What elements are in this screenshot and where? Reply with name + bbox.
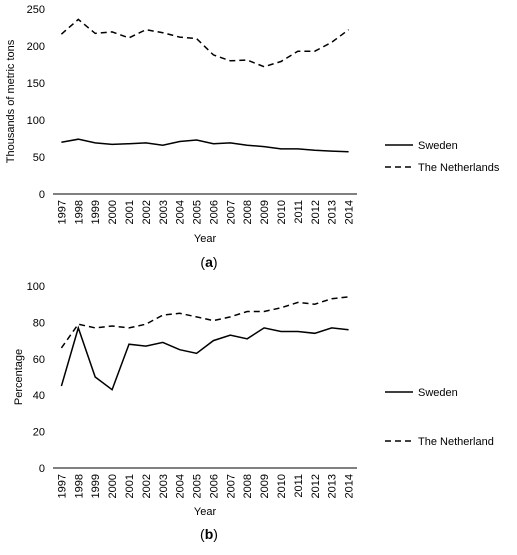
x-tick-label: 2005 [192, 200, 204, 224]
x-tick-label: 1998 [73, 474, 85, 498]
x-tick-label: 2006 [208, 474, 220, 498]
y-tick-label: 150 [27, 78, 45, 90]
legend-label: The Netherland [418, 436, 494, 448]
x-tick-label: 2011 [293, 474, 305, 498]
data-point [246, 59, 248, 61]
x-tick-label: 2003 [158, 200, 170, 224]
x-tick-label: 2003 [158, 474, 170, 498]
y-tick-label: 40 [33, 390, 45, 402]
data-point [145, 323, 147, 325]
x-tick-label: 2007 [225, 474, 237, 498]
x-tick-label: 2013 [327, 474, 339, 498]
series-line-sweden [61, 138, 349, 153]
x-tick-label: 2005 [192, 474, 204, 498]
x-tick-label: 2006 [208, 200, 220, 224]
legend-label: Sweden [418, 140, 458, 152]
legend-label: Sweden [418, 387, 458, 399]
y-tick-label: 250 [27, 4, 45, 16]
y-tick-label: 100 [27, 115, 45, 127]
y-axis-label: Percentage [13, 349, 25, 405]
y-tick-label: 20 [33, 427, 45, 439]
x-tick-label: 2013 [327, 200, 339, 224]
x-tick-label: 2009 [259, 474, 271, 498]
x-tick-label: 1997 [56, 474, 68, 498]
x-tick-label: 2009 [259, 200, 271, 224]
series-line-netherlands [60, 296, 349, 349]
x-tick-label: 2008 [242, 474, 254, 498]
x-tick-label: 2000 [107, 200, 119, 224]
panel-caption: (b) [200, 526, 218, 542]
x-tick-label: 2007 [225, 200, 237, 224]
x-tick-label: 2012 [310, 474, 322, 498]
x-tick-label: 2002 [141, 200, 153, 224]
series-line-netherlands [60, 18, 350, 68]
x-tick-label: 2004 [175, 474, 187, 498]
x-tick-label: 1999 [90, 200, 102, 224]
x-tick-label: 2004 [175, 200, 187, 224]
panel-caption: (a) [200, 254, 217, 270]
x-tick-label: 1997 [56, 200, 68, 224]
x-tick-label: 2012 [310, 200, 322, 224]
x-tick-label: 2008 [242, 200, 254, 224]
x-tick-label: 2010 [276, 474, 288, 498]
x-tick-label: 2000 [107, 474, 119, 498]
data-point [280, 307, 282, 309]
x-tick-label: 2014 [344, 474, 356, 498]
y-tick-label: 80 [33, 317, 45, 329]
y-tick-label: 60 [33, 354, 45, 366]
x-tick-label: 2011 [293, 200, 305, 224]
series-line-sweden [60, 325, 349, 391]
y-tick-label: 50 [33, 152, 45, 164]
x-tick-label: 2014 [344, 200, 356, 224]
data-point [347, 296, 349, 298]
y-tick-label: 200 [27, 41, 45, 53]
data-point [145, 29, 147, 31]
y-tick-label: 100 [27, 281, 45, 293]
legend-label: The Netherlands [418, 162, 500, 174]
x-axis-label: Year [194, 233, 217, 245]
x-tick-label: 2010 [276, 200, 288, 224]
x-tick-label: 1998 [73, 200, 85, 224]
x-tick-label: 2001 [124, 474, 136, 498]
y-tick-label: 0 [39, 463, 45, 475]
chart-panel-a: 0 50 100 150 200 250 1997 1998 1999 2000 2001 2002 2… [5, 4, 500, 270]
data-point [212, 319, 214, 321]
x-tick-label: 1999 [90, 474, 102, 498]
y-axis-label: Thousands of metric tons [5, 39, 17, 163]
chart-panel-b: 0 20 40 60 80 100 1997 1998 1999 2000 2001 2002 2003… [13, 281, 494, 542]
x-tick-label: 2001 [124, 200, 136, 224]
y-tick-label: 0 [39, 189, 45, 201]
x-axis-label: Year [194, 506, 217, 518]
x-tick-label: 2002 [141, 474, 153, 498]
